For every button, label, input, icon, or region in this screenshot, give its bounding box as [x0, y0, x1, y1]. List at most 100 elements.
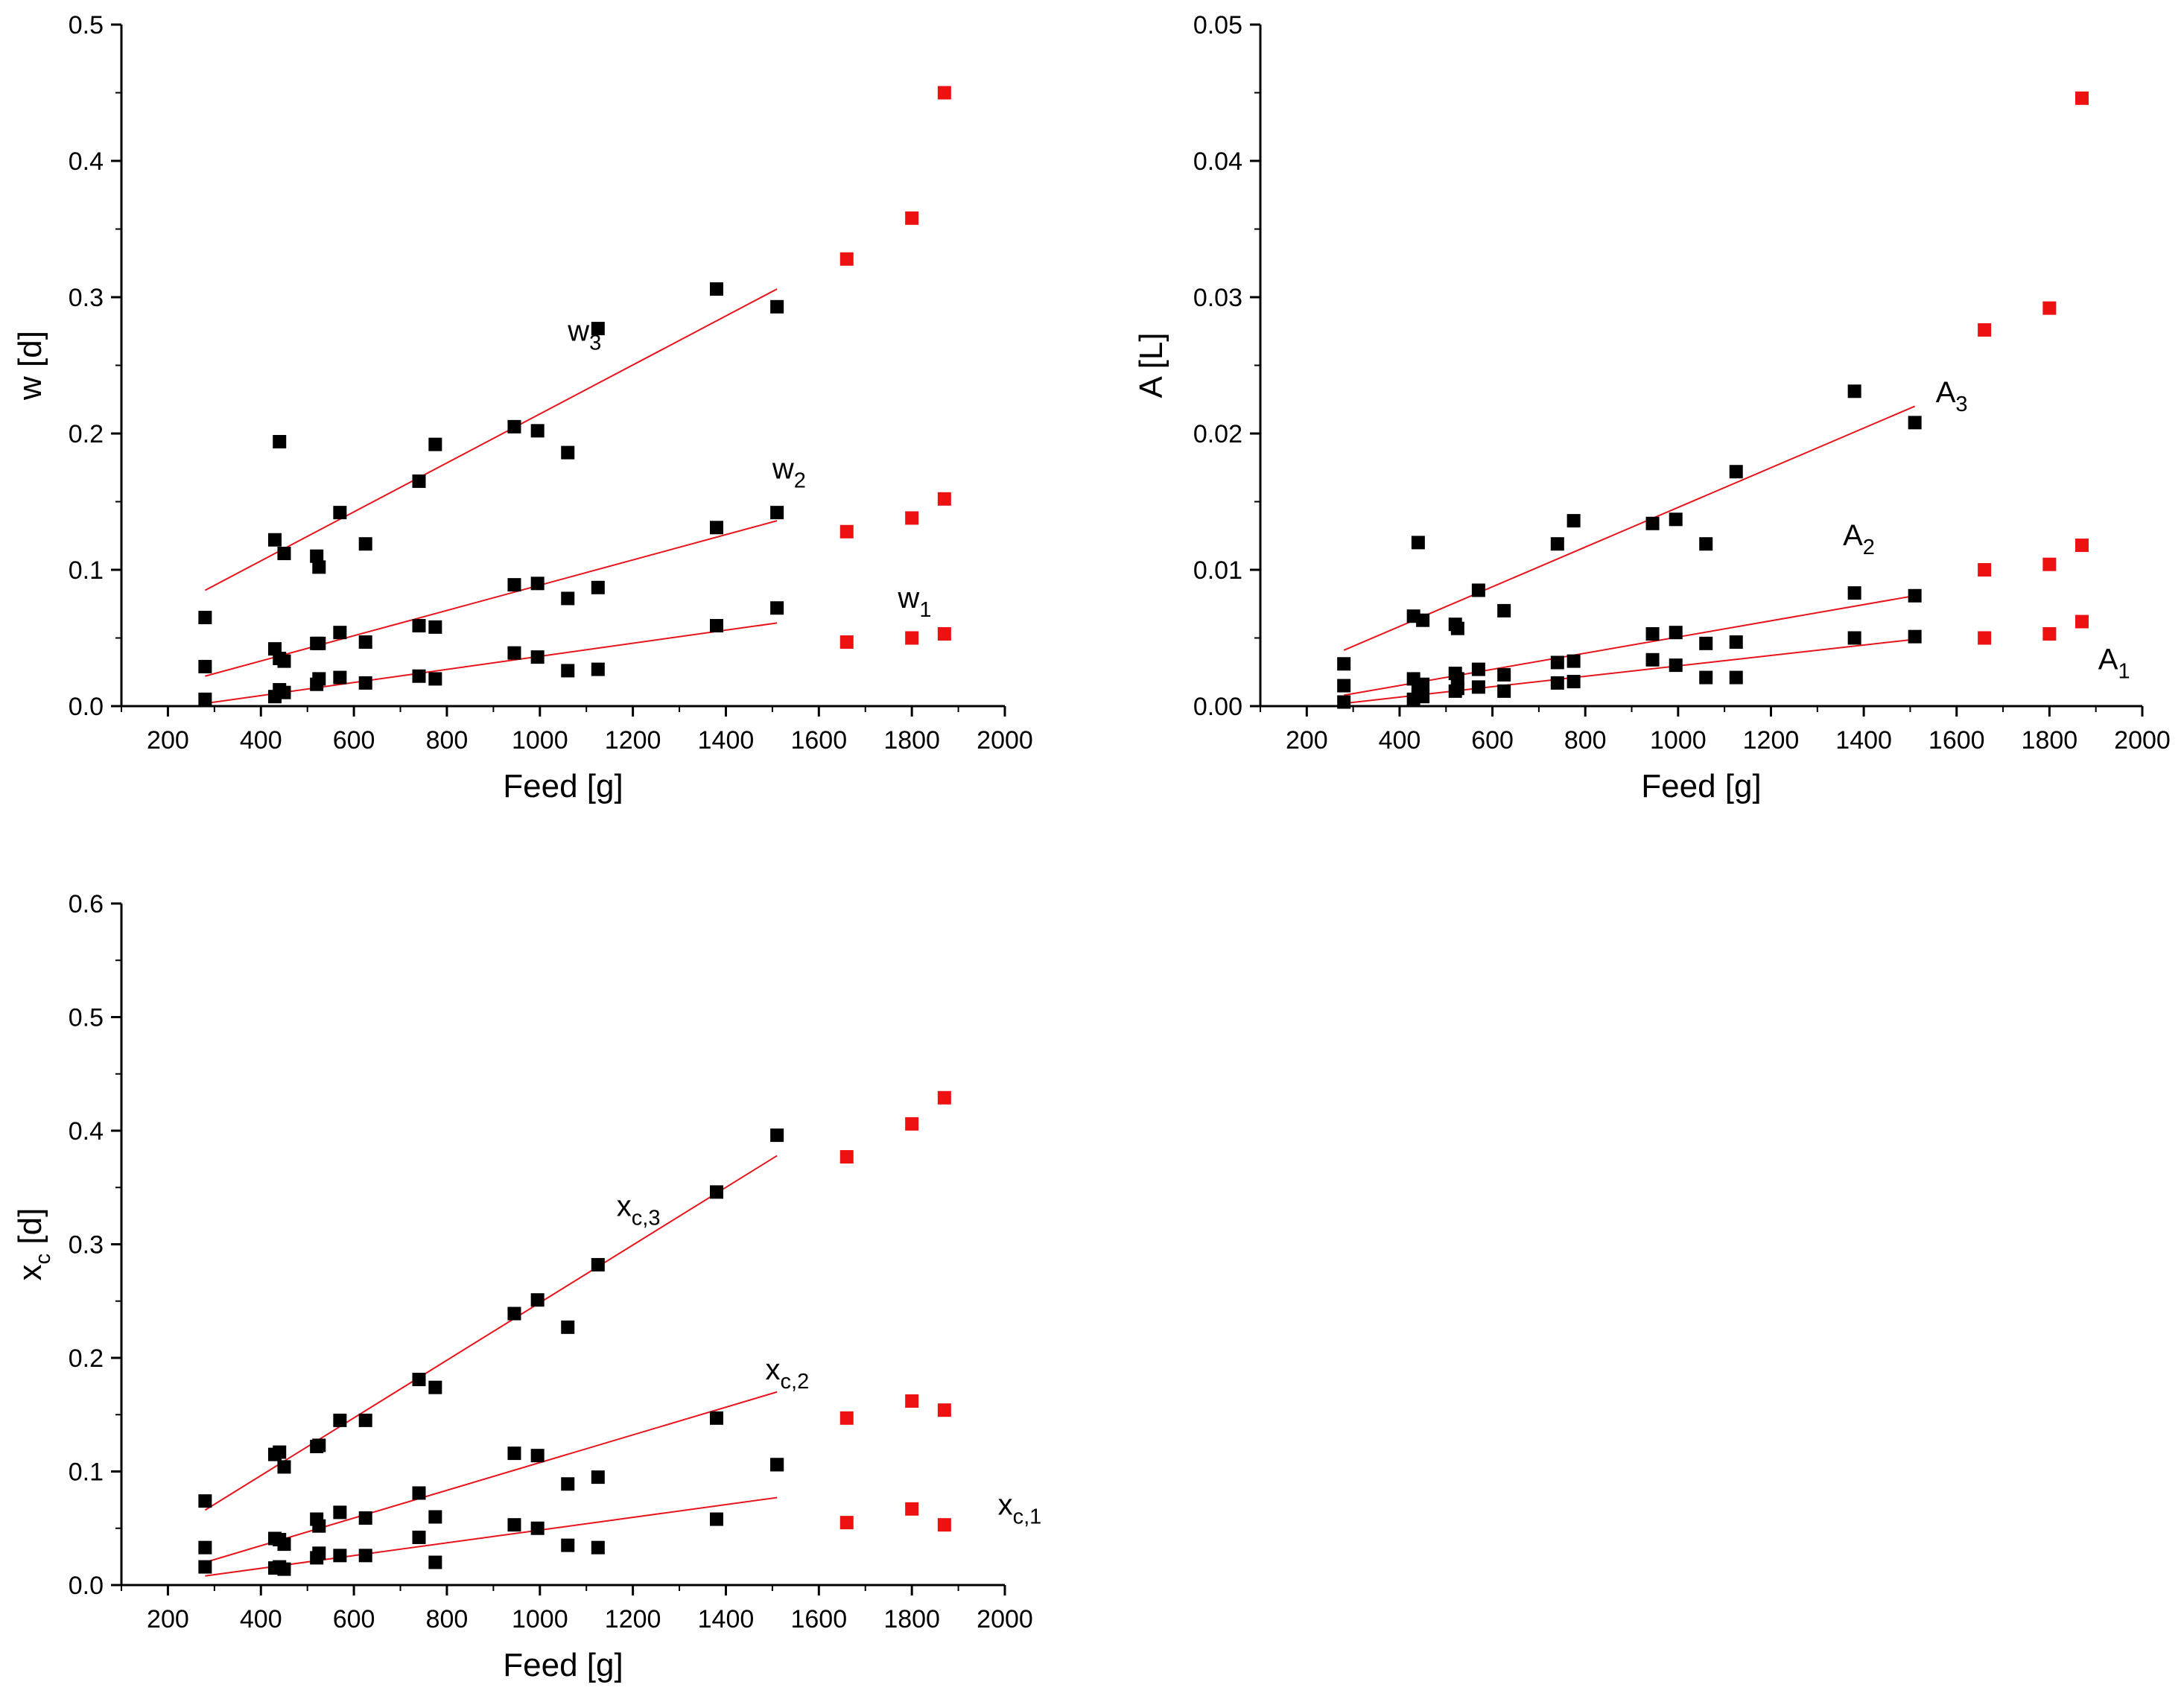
predicted-point — [905, 211, 919, 225]
series-xc3: xc,3 — [198, 1090, 951, 1511]
data-point — [273, 434, 287, 448]
data-point — [333, 1413, 347, 1427]
x-tick-label: 400 — [1379, 726, 1421, 755]
data-point — [412, 1372, 426, 1386]
series-label: w1 — [897, 582, 931, 622]
x-tick-label: 200 — [147, 1605, 189, 1633]
data-point — [358, 1511, 372, 1525]
data-point — [530, 650, 545, 664]
data-point — [1908, 416, 1922, 430]
predicted-point — [905, 511, 919, 525]
series-w1: w1 — [198, 582, 951, 706]
data-point — [277, 685, 291, 699]
predicted-point — [839, 635, 854, 649]
x-tick-label: 800 — [1564, 726, 1607, 755]
data-point — [333, 626, 347, 640]
predicted-point — [1978, 323, 1992, 337]
x-tick-label: 600 — [333, 726, 375, 755]
x-tick-label: 400 — [240, 726, 282, 755]
data-point — [1497, 684, 1511, 698]
data-point — [1699, 670, 1713, 685]
data-point — [1847, 586, 1861, 600]
fit-line — [204, 1155, 778, 1511]
data-point — [561, 591, 575, 606]
series-A2: A2 — [1337, 519, 2089, 696]
data-point — [428, 620, 442, 634]
data-point — [1471, 680, 1485, 694]
y-tick-label: 0.02 — [1193, 420, 1242, 448]
data-point — [198, 611, 212, 625]
x-tick-label: 1600 — [790, 1605, 847, 1633]
data-point — [358, 537, 372, 551]
data-point — [561, 1538, 575, 1552]
data-point — [198, 1560, 212, 1574]
data-point — [1471, 662, 1485, 676]
x-tick-label: 400 — [240, 1605, 282, 1633]
data-point — [770, 299, 784, 314]
predicted-point — [2075, 615, 2089, 629]
data-point — [561, 445, 575, 460]
data-point — [1337, 657, 1351, 671]
x-tick-label: 1200 — [1743, 726, 1800, 755]
y-tick-label: 0.3 — [69, 1231, 104, 1260]
data-point — [1450, 621, 1464, 635]
series-A1: A1 — [1337, 615, 2130, 709]
predicted-point — [2042, 301, 2057, 315]
predicted-point — [937, 86, 951, 100]
data-point — [277, 1562, 291, 1576]
data-point — [1550, 537, 1564, 551]
data-point — [591, 1257, 605, 1271]
x-tick-label: 1000 — [1650, 726, 1707, 755]
data-point — [530, 1293, 545, 1307]
y-axis-label: w [d] — [12, 331, 48, 401]
y-tick-label: 0.3 — [69, 284, 104, 312]
data-point — [530, 424, 545, 438]
x-tick-label: 1600 — [1929, 726, 1985, 755]
fit-line — [1344, 638, 1915, 705]
x-tick-label: 1000 — [512, 1605, 568, 1633]
fit-line — [205, 1496, 778, 1577]
y-tick-label: 0.01 — [1193, 556, 1242, 585]
fit-line — [204, 288, 778, 591]
predicted-point — [2075, 91, 2089, 105]
data-point — [1416, 613, 1430, 627]
series-label: xc,3 — [617, 1190, 661, 1230]
series-label: w3 — [567, 315, 601, 355]
y-tick-label: 0.4 — [69, 1117, 104, 1146]
series-label: A1 — [2098, 644, 2130, 684]
data-point — [1416, 690, 1430, 704]
series-A3: A3 — [1337, 91, 2089, 671]
x-tick-label: 1200 — [605, 1605, 661, 1633]
y-tick-label: 0.4 — [69, 147, 104, 176]
data-point — [1337, 679, 1351, 693]
x-tick-label: 1800 — [883, 1605, 940, 1633]
x-tick-label: 800 — [426, 726, 469, 755]
predicted-point — [937, 627, 951, 641]
predicted-point — [1978, 563, 1992, 577]
data-point — [333, 670, 347, 685]
data-point — [412, 1486, 426, 1500]
data-point — [310, 549, 324, 563]
predicted-point — [905, 1394, 919, 1408]
data-point — [1669, 626, 1683, 640]
data-point — [709, 1411, 723, 1425]
series-w3: w3 — [198, 86, 951, 625]
data-point — [507, 578, 521, 592]
data-point — [358, 1413, 372, 1427]
data-point — [198, 1540, 212, 1555]
data-point — [428, 1380, 442, 1394]
data-point — [412, 1530, 426, 1544]
data-point — [312, 636, 326, 650]
y-tick-label: 0.2 — [69, 1344, 104, 1373]
data-point — [1847, 384, 1861, 398]
x-tick-label: 1800 — [883, 726, 940, 755]
x-tick-label: 1400 — [698, 726, 755, 755]
y-tick-label: 0.1 — [69, 556, 104, 585]
data-point — [591, 580, 605, 594]
predicted-point — [839, 1150, 854, 1164]
data-point — [591, 1470, 605, 1485]
series-label: A3 — [1936, 376, 1968, 416]
x-axis-label: Feed [g] — [503, 768, 623, 804]
data-point — [358, 635, 372, 649]
x-axis-label: Feed [g] — [503, 1647, 623, 1683]
